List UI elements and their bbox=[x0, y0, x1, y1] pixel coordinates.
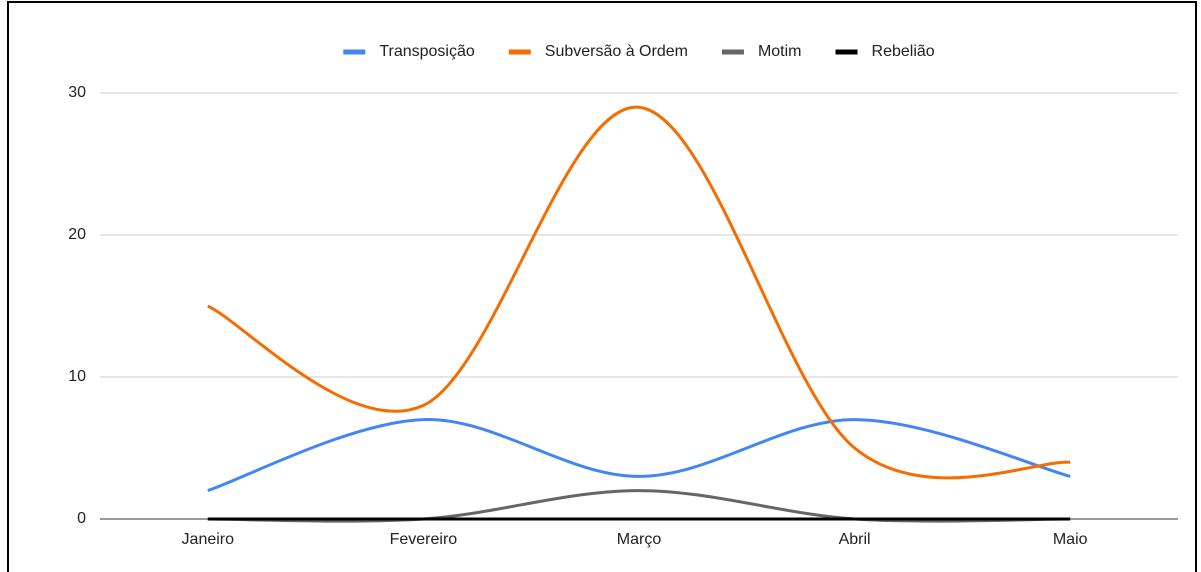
series-line bbox=[207, 105, 1071, 480]
y-tick-label: 20 bbox=[68, 226, 86, 243]
x-tick-label: Abril bbox=[839, 531, 871, 548]
x-tick-label: Fevereiro bbox=[390, 531, 458, 548]
series-line bbox=[207, 489, 1071, 523]
x-tick-label: Maio bbox=[1053, 531, 1088, 548]
legend-label: Transposição bbox=[379, 43, 475, 60]
legend-label: Motim bbox=[758, 43, 802, 60]
y-tick-label: 10 bbox=[68, 368, 86, 385]
y-tick-label: 0 bbox=[77, 510, 86, 527]
series-line bbox=[207, 418, 1071, 493]
x-tick-label: Março bbox=[617, 531, 662, 548]
x-tick-label: Janeiro bbox=[182, 531, 235, 548]
frame bbox=[7, 1, 1197, 572]
y-tick-label: 30 bbox=[68, 84, 86, 101]
legend-label: Subversão à Ordem bbox=[545, 43, 688, 60]
legend-label: Rebelião bbox=[872, 43, 935, 60]
